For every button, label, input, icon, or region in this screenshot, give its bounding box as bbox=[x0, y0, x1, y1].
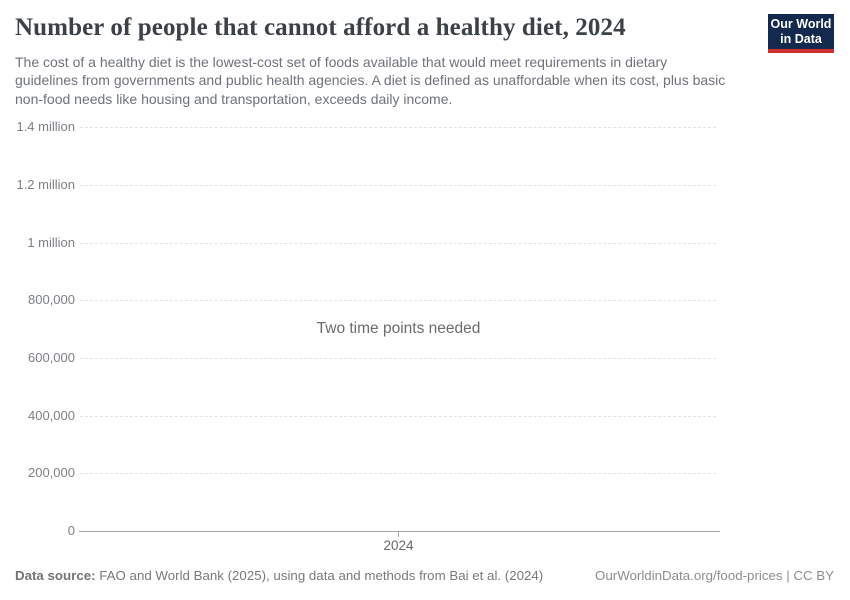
gridline bbox=[80, 416, 716, 417]
chart-subtitle: The cost of a healthy diet is the lowest… bbox=[15, 54, 726, 107]
gridline bbox=[80, 127, 716, 128]
gridline bbox=[80, 243, 716, 244]
x-tick-label: 2024 bbox=[383, 538, 414, 553]
y-gridline-row: 400,000 bbox=[0, 409, 850, 423]
gridline bbox=[80, 358, 716, 359]
data-source-label: Data source: bbox=[15, 568, 96, 583]
y-gridline-row: 1.2 million bbox=[0, 178, 850, 192]
y-gridline-row: 1.4 million bbox=[0, 120, 850, 134]
gridline bbox=[80, 185, 716, 186]
y-tick-label: 600,000 bbox=[28, 350, 75, 365]
chart-title: Number of people that cannot afford a he… bbox=[15, 14, 626, 41]
y-gridline-row: 600,000 bbox=[0, 351, 850, 365]
owid-logo-line1: Our World bbox=[770, 17, 832, 31]
y-tick-label: 1.4 million bbox=[16, 119, 75, 134]
empty-chart-message: Two time points needed bbox=[316, 320, 481, 337]
x-axis-line bbox=[79, 531, 720, 532]
data-source-text: FAO and World Bank (2025), using data an… bbox=[95, 568, 544, 583]
x-axis-row: 0 bbox=[0, 524, 850, 538]
x-axis-tick bbox=[398, 531, 399, 537]
y-tick-label: 1 million bbox=[27, 235, 75, 250]
y-tick-label: 0 bbox=[67, 523, 75, 538]
owid-logo: Our World in Data bbox=[768, 14, 834, 53]
gridline bbox=[80, 473, 716, 474]
gridline bbox=[80, 300, 716, 301]
y-tick-label: 400,000 bbox=[28, 408, 75, 423]
chart-footer: Data source: FAO and World Bank (2025), … bbox=[15, 568, 834, 583]
y-gridline-row: 200,000 bbox=[0, 466, 850, 480]
attribution-license: OurWorldinData.org/food-prices | CC BY bbox=[595, 568, 834, 583]
y-tick-label: 800,000 bbox=[28, 292, 75, 307]
y-gridline-row: 800,000 bbox=[0, 293, 850, 307]
data-source-note: Data source: FAO and World Bank (2025), … bbox=[15, 568, 543, 583]
y-gridline-row: 1 million bbox=[0, 236, 850, 250]
owid-logo-line2: in Data bbox=[780, 32, 822, 46]
y-tick-label: 200,000 bbox=[28, 465, 75, 480]
y-tick-label: 1.2 million bbox=[16, 177, 75, 192]
